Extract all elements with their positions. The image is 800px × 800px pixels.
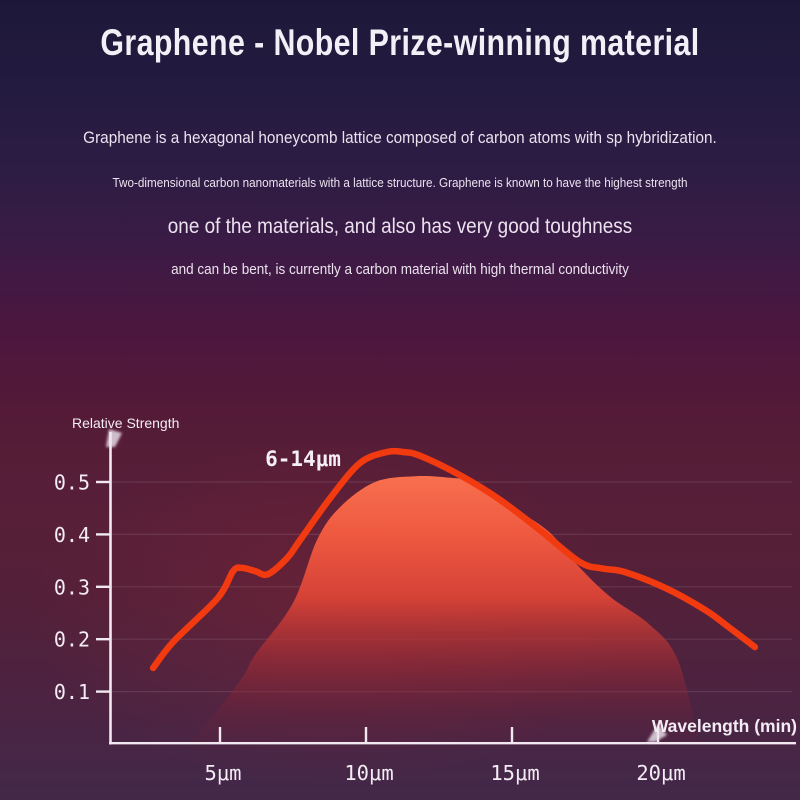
y-tick-label: 0.4 — [54, 523, 90, 547]
intro-line-1: Graphene is a hexagonal honeycomb lattic… — [83, 128, 717, 147]
strength-line-series — [149, 447, 759, 672]
band-annotation: 6-14μm — [265, 447, 341, 471]
intro-line-3: one of the materials, and also has very … — [167, 215, 633, 238]
y-tick-label: 0.5 — [54, 471, 90, 495]
x-tick-label: 10μm — [344, 761, 393, 785]
y-axis-arrow-tip-icon — [106, 429, 122, 447]
page-title: Graphene - Nobel Prize-winning material — [100, 22, 700, 63]
x-axis-arrow-tip-icon — [647, 724, 667, 742]
x-tick-label: 15μm — [490, 761, 539, 785]
intro-line-4: and can be bent, is currently a carbon m… — [171, 261, 629, 278]
x-axis-title: Wavelength (min) — [652, 716, 797, 736]
axis-ticks: 0.1 0.2 0.3 0.4 0.5 5μm 10μm 15μm 20μm — [54, 471, 686, 786]
y-tick-label: 0.2 — [54, 628, 90, 652]
y-axis-title: Relative Strength — [72, 415, 179, 431]
y-tick-label: 0.3 — [54, 575, 90, 599]
strength-area-series — [189, 475, 700, 744]
x-tick-label: 5μm — [204, 761, 241, 785]
y-tick-label: 0.1 — [54, 680, 90, 704]
x-tick-label: 20μm — [636, 761, 685, 785]
intro-line-2: Two-dimensional carbon nanomaterials wit… — [112, 175, 688, 190]
